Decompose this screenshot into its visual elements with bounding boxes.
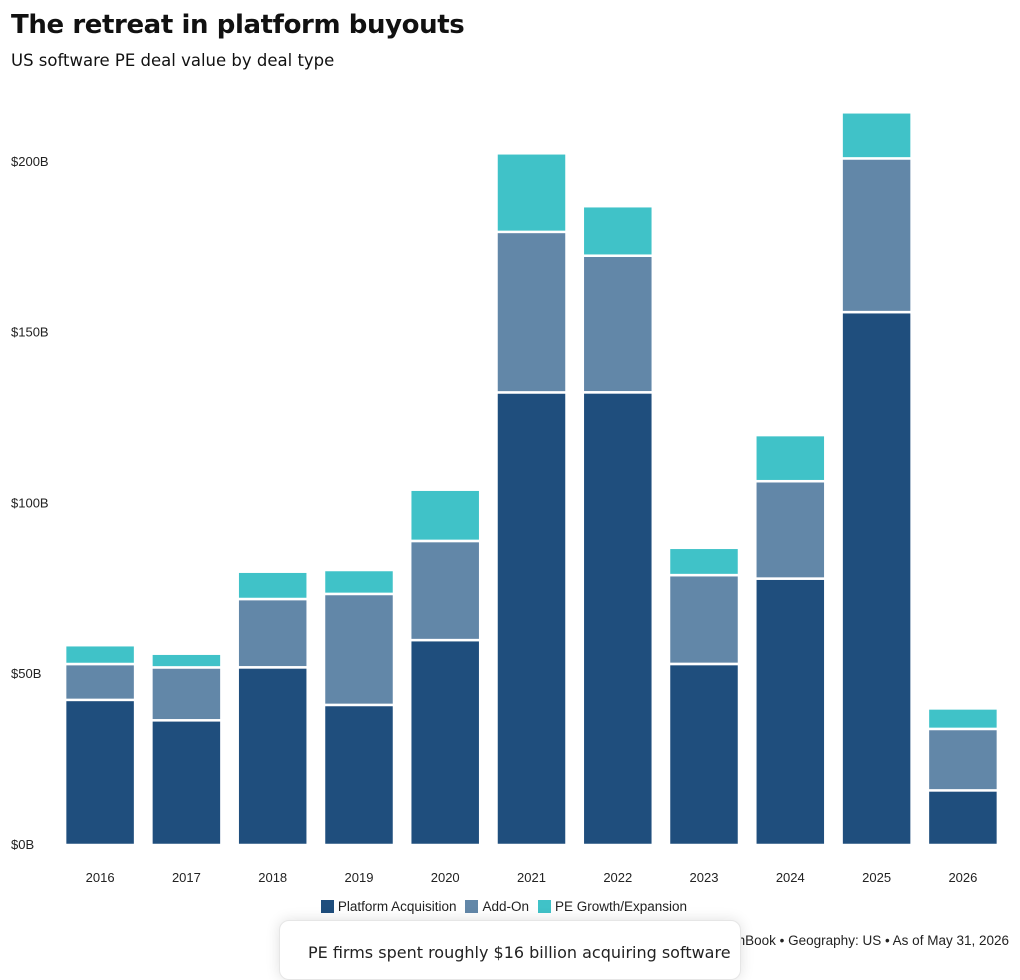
legend-item-add-on[interactable]: Add-On — [465, 899, 529, 914]
bar-2019-add-on[interactable] — [322, 592, 396, 707]
x-tick-label: 2020 — [431, 870, 460, 885]
bar-2020-platform-acquisition[interactable] — [408, 638, 482, 847]
bar-2024-pe-growth-expansion[interactable] — [754, 433, 827, 483]
bar-2024-platform-acquisition[interactable] — [754, 577, 827, 847]
x-tick-label: 2019 — [345, 870, 374, 885]
bar-2018-pe-growth-expansion[interactable] — [236, 570, 309, 601]
legend-swatch-pe-growth-expansion — [538, 900, 551, 913]
bar-2017-platform-acquisition[interactable] — [150, 719, 223, 847]
legend-item-platform-acquisition[interactable]: Platform Acquisition — [320, 899, 457, 914]
y-axis: $0B $50B $100B $150B $200B — [11, 154, 49, 852]
bar-2020-pe-growth-expansion[interactable] — [408, 488, 482, 543]
y-tick-label: $50B — [11, 666, 41, 681]
tooltip-card: PE firms spent roughly $16 billion acqui… — [279, 920, 741, 980]
tooltip-text: PE firms spent roughly $16 billion acqui… — [308, 943, 731, 962]
legend-item-pe-growth-expansion[interactable]: PE Growth/Expansion — [538, 899, 687, 914]
bar-2018-add-on[interactable] — [236, 597, 309, 669]
bar-2025-add-on[interactable] — [840, 157, 913, 314]
x-tick-label: 2026 — [948, 870, 977, 885]
x-tick-label: 2022 — [603, 870, 632, 885]
source-note: Source: PitchBook • Geography: US • As o… — [664, 933, 1009, 948]
bar-2019-platform-acquisition[interactable] — [322, 703, 396, 847]
x-tick-label: 2018 — [258, 870, 287, 885]
y-tick-label: $0B — [11, 837, 34, 852]
y-tick-label: $150B — [11, 325, 49, 340]
bars — [63, 111, 1000, 847]
chart-title: The retreat in platform buyouts — [11, 10, 465, 40]
bar-2021-platform-acquisition[interactable] — [495, 391, 568, 847]
bar-2023-pe-growth-expansion[interactable] — [667, 546, 741, 577]
legend-label-add-on: Add-On — [482, 899, 529, 914]
bar-2024-add-on[interactable] — [754, 479, 827, 580]
bar-2019-pe-growth-expansion[interactable] — [322, 568, 396, 596]
bar-2023-platform-acquisition[interactable] — [667, 662, 741, 847]
legend: Platform Acquisition Add-On PE Growth/Ex… — [0, 899, 1014, 914]
chart-subtitle: US software PE deal value by deal type — [11, 51, 335, 70]
y-tick-label: $100B — [11, 495, 49, 510]
bar-2021-pe-growth-expansion[interactable] — [495, 152, 568, 234]
x-tick-label: 2021 — [517, 870, 546, 885]
bar-2022-add-on[interactable] — [581, 254, 655, 394]
bar-2026-pe-growth-expansion[interactable] — [926, 707, 1000, 731]
bar-2016-platform-acquisition[interactable] — [63, 698, 137, 847]
bar-2022-platform-acquisition[interactable] — [581, 391, 655, 847]
stacked-bar-chart: $0B$50B$100B$150B$200B 2016 2017 2018 2019 2… — [11, 111, 1000, 885]
bar-2026-platform-acquisition[interactable] — [926, 789, 1000, 847]
bar-2018-platform-acquisition[interactable] — [236, 666, 309, 847]
bar-2020-add-on[interactable] — [408, 539, 482, 642]
x-tick-label: 2016 — [86, 870, 115, 885]
bar-2026-add-on[interactable] — [926, 727, 1000, 792]
legend-swatch-platform-acquisition — [320, 900, 334, 913]
x-tick-label: 2025 — [862, 870, 891, 885]
bar-2017-add-on[interactable] — [150, 666, 223, 722]
x-tick-label: 2023 — [690, 870, 719, 885]
bar-2025-pe-growth-expansion[interactable] — [840, 111, 913, 160]
legend-label-platform-acquisition: Platform Acquisition — [337, 899, 457, 914]
bar-2016-add-on[interactable] — [63, 662, 137, 702]
bar-2023-add-on[interactable] — [667, 573, 741, 666]
bar-2025-platform-acquisition[interactable] — [840, 310, 913, 847]
legend-label-pe-growth-expansion: PE Growth/Expansion — [555, 899, 688, 914]
legend-swatch-add-on — [465, 900, 479, 913]
bar-2017-pe-growth-expansion[interactable] — [150, 652, 223, 669]
x-tick-label: 2017 — [172, 870, 201, 885]
x-tick-label: 2024 — [776, 870, 805, 885]
bar-2016-pe-growth-expansion[interactable] — [63, 643, 137, 666]
x-axis: 2016 2017 2018 2019 2020 2021 2022 2023 2024 2025… — [86, 870, 978, 885]
bar-2022-pe-growth-expansion[interactable] — [581, 204, 655, 257]
bar-2021-add-on[interactable] — [495, 230, 568, 394]
y-tick-label: $200B — [11, 154, 49, 169]
